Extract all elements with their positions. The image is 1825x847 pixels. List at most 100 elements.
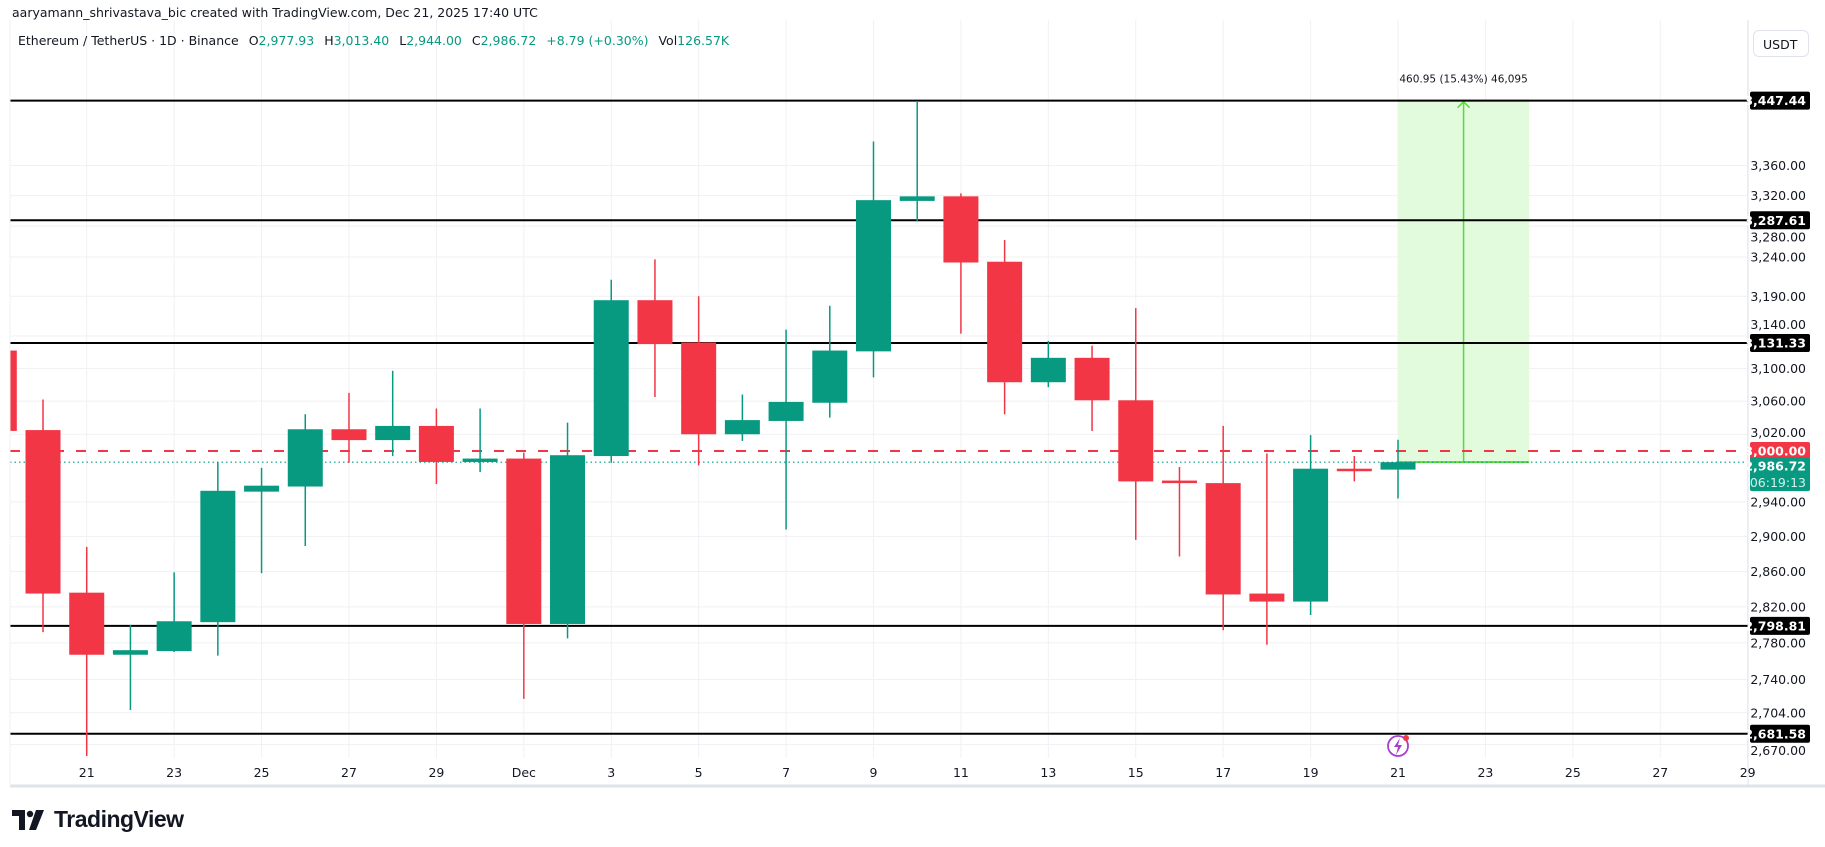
price-tick-label: 3,140.00 [1750,317,1806,332]
time-tick-label: 19 [1303,765,1319,780]
candle-2025-12-03[interactable] [593,279,629,463]
time-tick-label: 27 [1652,765,1668,780]
lightning-alert-icon[interactable] [1387,735,1410,757]
price-tick-label: 2,740.00 [1750,672,1806,687]
price-tick-label: 3,240.00 [1750,250,1806,265]
candle-2025-12-04[interactable] [637,259,673,397]
candle-2025-11-22[interactable] [112,624,148,710]
candle-2025-12-10[interactable] [899,100,935,222]
candle-body [943,196,979,263]
time-tick-label: 29 [1740,765,1756,780]
candle-body [550,455,586,624]
candle-body [1293,468,1329,602]
candle-body [331,429,367,441]
candle-2025-12-02[interactable] [550,422,586,639]
volume-value: 126.57K [677,33,730,48]
candle-2025-12-01[interactable] [506,452,542,699]
level-price-label: 2,798.81 [1744,616,1810,635]
symbol-title[interactable]: Ethereum / TetherUS · 1D · Binance [18,33,239,48]
candle-body [287,429,323,487]
brand-name: TradingView [54,806,184,832]
candle-2025-11-25[interactable] [244,467,280,574]
level-price-label-text: 3,287.61 [1744,213,1806,228]
level-price-label-text: 3,131.33 [1744,336,1806,351]
candle-body [375,425,411,441]
price-tick-label: 3,100.00 [1750,361,1806,376]
time-tick-label: 25 [254,765,270,780]
candle-body [812,350,848,403]
candle-2025-11-26[interactable] [287,414,323,547]
candle-2025-12-05[interactable] [681,296,717,466]
candle-2025-12-12[interactable] [987,240,1023,415]
candle-body [1380,462,1416,470]
candle-2025-12-09[interactable] [856,141,891,378]
price-tick-label: 2,820.00 [1750,599,1806,614]
candle-2025-11-27[interactable] [331,392,367,463]
candle-body [724,420,760,435]
low-key: L [399,33,407,48]
time-tick-label: 21 [79,765,95,780]
time-tick-label: 17 [1215,765,1231,780]
candle-2025-11-24[interactable] [200,461,236,656]
candle-2025-11-20[interactable] [25,399,61,633]
candle-2025-12-07[interactable] [768,329,804,530]
level-price-label-box [1750,724,1810,743]
candle-2025-12-11[interactable] [943,193,979,334]
price-tick-label: 3,320.00 [1750,188,1806,203]
candle-2025-11-29[interactable] [418,408,454,484]
candle-2025-12-18[interactable] [1249,453,1285,645]
last-price-label-text: 2,986.72 [1744,459,1806,474]
candle-2025-12-15[interactable] [1118,308,1154,540]
candle-2025-11-19[interactable] [0,348,17,434]
price-tick-label: 2,940.00 [1750,494,1806,509]
candle-body [1161,480,1197,484]
candle-2025-12-06[interactable] [724,394,760,441]
arrow-up-icon [1457,100,1471,109]
candle-2025-11-21[interactable] [69,546,105,757]
candle-2025-12-16[interactable] [1161,467,1197,557]
notification-dot [1403,735,1410,741]
candle-2025-12-19[interactable] [1293,435,1329,615]
candle-2025-12-08[interactable] [812,305,848,418]
level-price-label-text: 2,681.58 [1744,726,1806,741]
candle-body [112,650,148,655]
level-price-label: 3,287.61 [1744,211,1810,230]
candle-2025-11-28[interactable] [375,370,411,457]
currency-button[interactable]: USDT [1753,30,1809,57]
high-key: H [324,33,334,48]
price-tick-label: 2,704.00 [1750,705,1806,720]
price-tick-label: 2,780.00 [1750,635,1806,650]
candle-body [25,430,61,594]
candle-body [768,401,804,421]
candle-2025-12-20[interactable] [1336,456,1372,482]
candle-2025-12-17[interactable] [1205,425,1241,631]
candle-body [1205,483,1241,595]
candle-body [1249,593,1285,602]
candle-body [856,200,891,352]
tradingview-logo[interactable]: TradingView [12,806,184,833]
candle-body [1074,357,1110,401]
level-price-label: 3,447.44 [1744,91,1810,110]
change-value: +8.79 (+0.30%) [546,33,649,48]
price-pane[interactable]: 460.95 (15.43%) 46,095 [0,74,1748,757]
candle-body [156,621,192,652]
tradingview-logo-icon [12,809,44,830]
candle-2025-12-14[interactable] [1074,345,1110,431]
candle-body [244,485,280,492]
time-tick-label: 7 [782,765,790,780]
time-tick-label: 15 [1128,765,1144,780]
close-key: C [471,33,481,48]
measure-label: 460.95 (15.43%) 46,095 [1399,74,1527,86]
price-tick-label: 2,900.00 [1750,529,1806,544]
candle-body [200,490,236,623]
candle-body [593,300,629,457]
candle-2025-11-23[interactable] [156,572,192,653]
candle-2025-12-13[interactable] [1030,340,1066,388]
candle-2025-11-30[interactable] [462,408,498,473]
candle-2025-12-21[interactable] [1380,439,1416,499]
time-axis[interactable]: 21 23 25 27 29 Dec 3 5 7 9 11 13 15 17 19 21 23 25 27 29 [79,765,1756,780]
price-axis[interactable]: 3,360.00 3,320.00 3,280.00 3,240.00 3,190.00… [1750,158,1806,758]
price-tick-label: 3,020.00 [1750,425,1806,440]
